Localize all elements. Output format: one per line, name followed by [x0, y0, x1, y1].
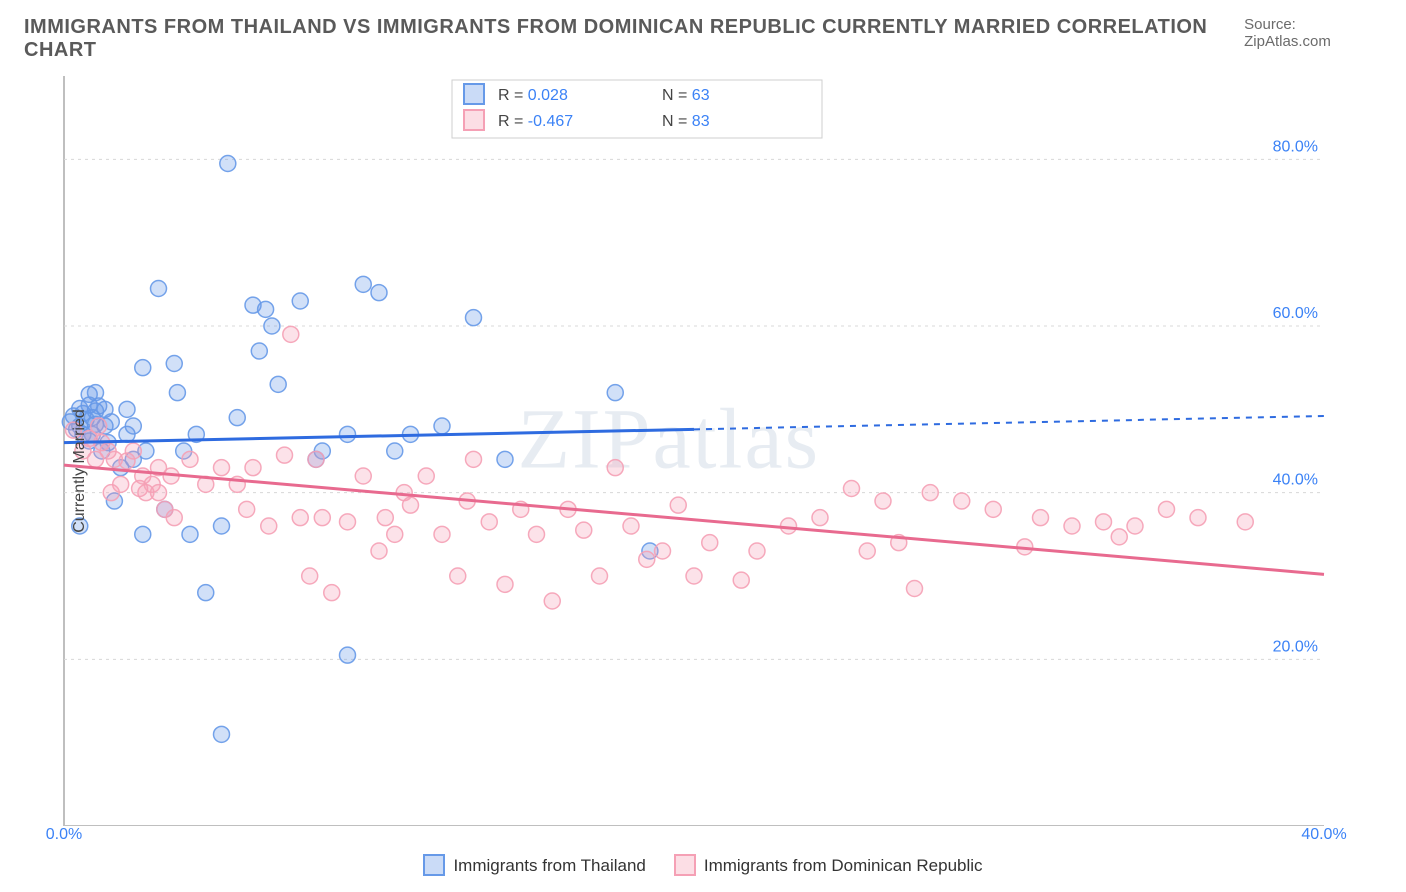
x-tick-label: 0.0%: [46, 826, 82, 844]
legend-item-thailand: Immigrants from Thailand: [423, 854, 645, 876]
source-name: ZipAtlas.com: [1244, 33, 1331, 50]
legend-swatch-icon: [674, 854, 696, 876]
scatter-chart: 20.0% 40.0% 60.0% 80.0% ZIPatlas R = 0.028 N =…: [24, 66, 1344, 826]
x-tick-label: 40.0%: [1301, 826, 1346, 844]
legend-swatch-icon: [423, 854, 445, 876]
source-attribution: Source: ZipAtlas.com: [1244, 16, 1382, 50]
svg-text:ZIPatlas: ZIPatlas: [517, 391, 820, 487]
y-axis-label: Currently Married: [71, 409, 89, 533]
svg-text:N = 83: N = 83: [662, 113, 710, 130]
series-legend-bottom: Immigrants from Thailand Immigrants from…: [24, 854, 1382, 876]
x-tick-labels-row: 0.0% 40.0%: [24, 826, 1382, 848]
legend-item-dominican: Immigrants from Dominican Republic: [674, 854, 983, 876]
chart-container: Currently Married 20.0% 40.0% 60.0% 80.0% ZI…: [24, 66, 1382, 876]
svg-text:N = 63: N = 63: [662, 87, 710, 104]
svg-text:40.0%: 40.0%: [1273, 472, 1318, 489]
source-prefix: Source:: [1244, 16, 1296, 33]
legend-label: Immigrants from Thailand: [453, 856, 645, 875]
page-title: IMMIGRANTS FROM THAILAND VS IMMIGRANTS F…: [24, 16, 1244, 62]
svg-text:R = 0.028: R = 0.028: [498, 87, 568, 104]
legend-label: Immigrants from Dominican Republic: [704, 856, 983, 875]
svg-text:60.0%: 60.0%: [1273, 305, 1318, 322]
svg-text:R = -0.467: R = -0.467: [498, 113, 573, 130]
svg-text:20.0%: 20.0%: [1273, 638, 1318, 655]
svg-text:80.0%: 80.0%: [1273, 138, 1318, 155]
